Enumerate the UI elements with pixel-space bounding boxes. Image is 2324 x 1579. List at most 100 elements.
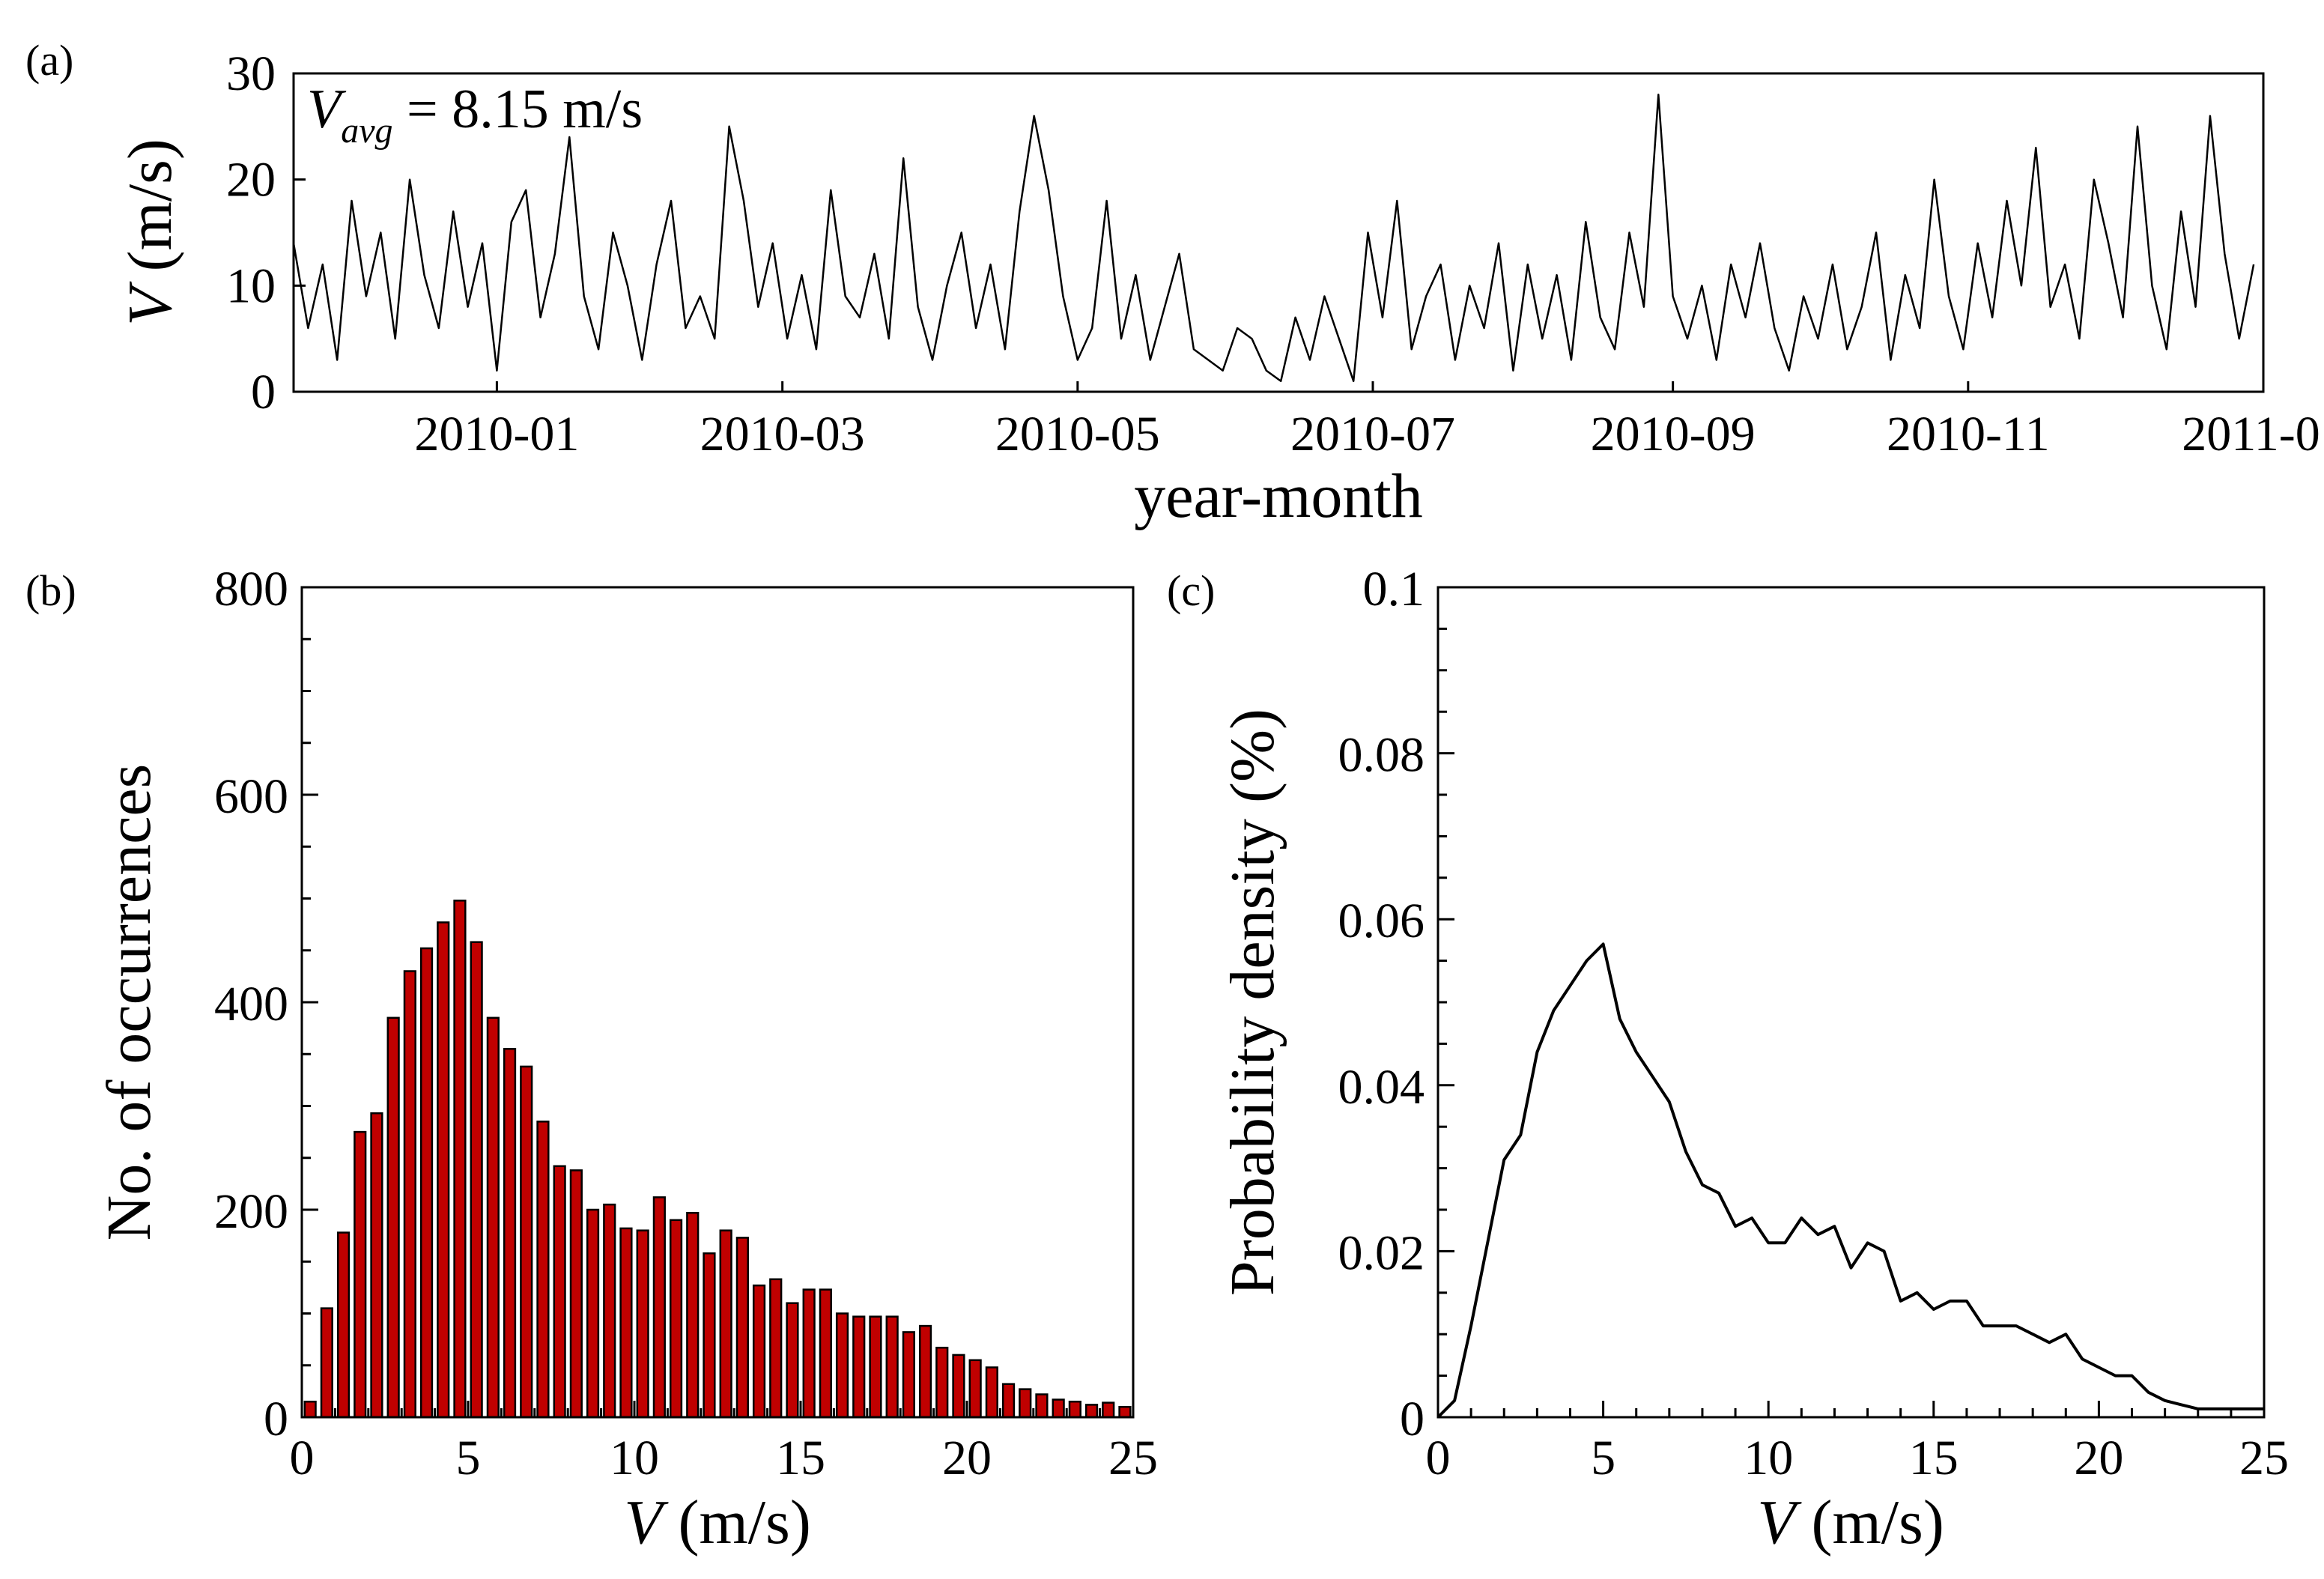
histogram-bar — [636, 1229, 649, 1419]
histogram-bar — [586, 1208, 600, 1419]
panel-a-series-line — [292, 94, 2255, 383]
histogram-bar — [985, 1366, 998, 1419]
panel-a-y-tick-labels: 0 10 20 30 — [226, 46, 276, 419]
histogram-bar — [686, 1211, 700, 1419]
panel-a-x-tick-labels: 2010-01 2010-03 2010-05 2010-07 2010-09 2010-… — [414, 407, 2324, 461]
panel-c-x-tick-labels: 0 5 10 15 20 25 — [1426, 1431, 2290, 1485]
histogram-bar — [902, 1331, 915, 1419]
histogram-bar — [303, 1400, 317, 1419]
panel-a-x-axis-label: year-month — [1134, 461, 1423, 531]
histogram-bar — [869, 1315, 882, 1419]
panel-b-x-tick-label: 20 — [942, 1431, 992, 1485]
panel-a-x-tick-label: 2010-09 — [1591, 407, 1756, 461]
panel-b-y-tick-label: 200 — [214, 1184, 288, 1239]
panel-b-y-tick-label: 800 — [214, 562, 288, 616]
panel-a-y-tick-label: 10 — [226, 258, 276, 313]
panel-c-y-tick-label: 0.04 — [1338, 1060, 1425, 1115]
histogram-bar — [386, 1016, 400, 1419]
panel-b-x-tick-label: 5 — [456, 1431, 481, 1485]
histogram-bar — [935, 1346, 949, 1419]
histogram-bar — [354, 1130, 367, 1419]
panel-c-y-tick-label: 0.1 — [1363, 562, 1425, 616]
panel-b-y-tick-labels: 0 200 400 600 800 — [214, 562, 288, 1446]
histogram-bar — [603, 1203, 616, 1419]
panel-a-time-series: (a) 2010-01 2010-03 2010-05 2010-07 2010-09 2… — [25, 36, 2324, 531]
histogram-bar — [835, 1312, 849, 1419]
histogram-bar — [1019, 1388, 1032, 1419]
panel-c-x-tick-label: 15 — [1909, 1431, 1959, 1485]
histogram-bar — [403, 970, 416, 1419]
histogram-bar — [802, 1288, 816, 1419]
histogram-bar — [553, 1165, 566, 1419]
panel-b-y-tick-label: 600 — [214, 769, 288, 824]
histogram-bar — [1118, 1405, 1132, 1419]
panel-c-x-axis-label: V (m/s) — [1757, 1488, 1944, 1557]
panel-c-y-tick-label: 0.02 — [1338, 1225, 1425, 1280]
panel-b-y-tick-label: 0 — [264, 1392, 288, 1446]
panel-a-y-tick-label: 30 — [226, 46, 276, 101]
histogram-bar — [320, 1307, 333, 1419]
panel-a-y-tick-label: 20 — [226, 153, 276, 207]
histogram-bar — [520, 1065, 533, 1419]
panel-b-y-axis-label: No. of occurrences — [94, 764, 164, 1241]
histogram-bar — [453, 900, 467, 1419]
panel-b-y-tick-label: 400 — [214, 977, 288, 1031]
histogram-bar — [470, 941, 483, 1419]
histogram-bar — [619, 1227, 633, 1419]
histogram-bar — [852, 1315, 866, 1419]
panel-c-x-tick-label: 0 — [1426, 1431, 1451, 1485]
histogram-bar — [769, 1278, 783, 1419]
histogram-bar — [719, 1229, 732, 1419]
histogram-bar — [786, 1302, 799, 1419]
histogram-bar — [752, 1284, 766, 1419]
panel-c-x-tick-label: 20 — [2074, 1431, 2123, 1485]
histogram-bar — [336, 1231, 351, 1419]
histogram-bar — [1001, 1383, 1016, 1419]
histogram-bar — [968, 1359, 982, 1419]
panel-c-y-tick-label: 0.08 — [1338, 728, 1425, 783]
panel-c-y-tick-label: 0.06 — [1338, 894, 1425, 948]
panel-c-y-tick-labels: 0 0.02 0.04 0.06 0.08 0.1 — [1338, 562, 1425, 1446]
panel-c-x-tick-label: 10 — [1744, 1431, 1793, 1485]
histogram-bar — [735, 1237, 749, 1419]
panel-b-x-tick-label: 25 — [1108, 1431, 1158, 1485]
histogram-bar — [437, 921, 450, 1419]
histogram-bar — [503, 1048, 517, 1419]
panel-c-axis-ticks — [1436, 586, 2266, 1419]
panel-a-y-tick-label: 0 — [251, 365, 276, 419]
histogram-bar — [819, 1288, 832, 1419]
panel-c-y-tick-label: 0 — [1400, 1392, 1425, 1446]
panel-a-x-tick-label: 2010-11 — [1887, 407, 2050, 461]
panel-a-axis-ticks — [294, 72, 2265, 393]
panel-b-x-tick-label: 10 — [610, 1431, 659, 1485]
histogram-bar — [885, 1315, 899, 1419]
histogram-bar — [703, 1252, 716, 1419]
histogram-bar — [669, 1219, 683, 1419]
histogram-bar — [569, 1169, 583, 1419]
panel-c-y-axis-label: Probability density (%) — [1218, 709, 1287, 1296]
panel-b-x-tick-label: 15 — [776, 1431, 825, 1485]
histogram-bar — [1102, 1401, 1115, 1419]
panel-a-annotation-vavg: Vavg = 8.15 m/s — [307, 79, 643, 151]
histogram-bar — [419, 947, 434, 1419]
panel-a-x-tick-label: 2010-01 — [414, 407, 579, 461]
panel-b-histogram: (b) 0 5 10 15 20 25 0 200 400 600 800 V (m/s) No.… — [25, 562, 1158, 1557]
histogram-bar — [1035, 1393, 1049, 1419]
histogram-bar — [486, 1016, 500, 1419]
panel-a-x-tick-label: 2010-05 — [995, 407, 1160, 461]
panel-c-density-line — [1436, 942, 2264, 1419]
histogram-bar — [536, 1121, 550, 1419]
panel-a-x-tick-label: 2011-01 — [2182, 407, 2324, 461]
panel-c-label: (c) — [1167, 566, 1215, 615]
histogram-bar — [370, 1112, 383, 1419]
histogram-bar — [1084, 1404, 1099, 1419]
panel-b-x-tick-labels: 0 5 10 15 20 25 — [290, 1431, 1159, 1485]
histogram-bar — [652, 1196, 666, 1419]
panel-c-x-tick-label: 25 — [2239, 1431, 2289, 1485]
panel-b-x-axis-label: V (m/s) — [624, 1488, 811, 1557]
panel-a-plot-frame — [292, 72, 2265, 393]
panel-a-label: (a) — [25, 36, 73, 85]
panel-c-x-tick-label: 5 — [1591, 1431, 1615, 1485]
panel-a-x-tick-label: 2010-03 — [700, 407, 865, 461]
